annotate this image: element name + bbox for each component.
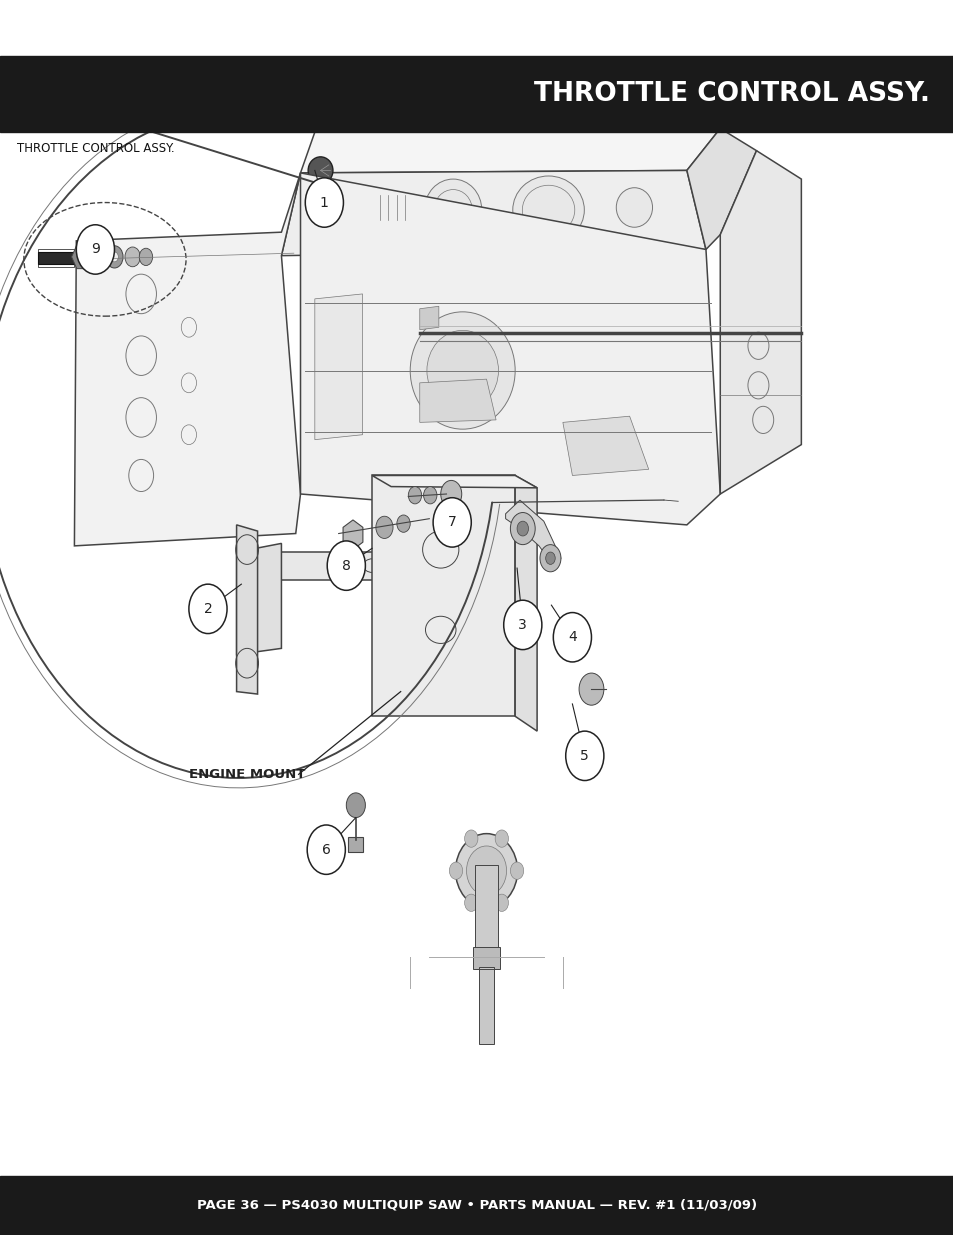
Polygon shape	[372, 475, 515, 716]
Ellipse shape	[466, 846, 506, 895]
Circle shape	[139, 248, 152, 266]
Polygon shape	[236, 525, 257, 694]
Ellipse shape	[90, 247, 105, 267]
Circle shape	[510, 862, 523, 879]
Ellipse shape	[456, 834, 517, 908]
Circle shape	[375, 516, 393, 538]
Circle shape	[396, 515, 410, 532]
Ellipse shape	[308, 157, 333, 184]
Text: 4: 4	[567, 630, 577, 645]
Polygon shape	[419, 306, 438, 330]
Ellipse shape	[512, 175, 583, 245]
Polygon shape	[74, 173, 300, 546]
Circle shape	[495, 830, 508, 847]
Circle shape	[464, 894, 477, 911]
Circle shape	[76, 225, 114, 274]
Text: 1: 1	[319, 195, 329, 210]
Circle shape	[553, 613, 591, 662]
Bar	[372, 198, 410, 217]
Bar	[0, 1176, 953, 1235]
Circle shape	[346, 793, 365, 818]
Text: 6: 6	[321, 842, 331, 857]
Bar	[38, 252, 74, 264]
Circle shape	[433, 498, 471, 547]
Polygon shape	[314, 294, 362, 440]
Text: THROTTLE CONTROL ASSY.: THROTTLE CONTROL ASSY.	[17, 142, 174, 154]
Text: 7: 7	[447, 515, 456, 530]
Text: 9: 9	[91, 242, 100, 257]
Circle shape	[464, 830, 477, 847]
Polygon shape	[686, 128, 756, 249]
Circle shape	[440, 480, 461, 508]
Ellipse shape	[616, 188, 652, 227]
Polygon shape	[515, 475, 537, 731]
Bar	[478, 967, 494, 1044]
Text: THROTTLE CONTROL ASSY.: THROTTLE CONTROL ASSY.	[534, 80, 929, 107]
Bar	[475, 864, 497, 951]
Text: 5: 5	[579, 748, 589, 763]
Circle shape	[510, 513, 535, 545]
Bar	[487, 495, 504, 510]
Circle shape	[305, 178, 343, 227]
Text: ENGINE MOUNT: ENGINE MOUNT	[189, 768, 305, 781]
Circle shape	[738, 190, 768, 230]
Circle shape	[495, 894, 508, 911]
Circle shape	[517, 521, 528, 536]
Ellipse shape	[424, 179, 481, 241]
Circle shape	[125, 247, 140, 267]
Polygon shape	[419, 379, 496, 422]
Polygon shape	[562, 416, 648, 475]
Bar	[0, 56, 953, 132]
Circle shape	[93, 252, 101, 262]
Ellipse shape	[106, 246, 123, 268]
Polygon shape	[281, 170, 705, 256]
Bar	[473, 947, 499, 969]
Circle shape	[423, 487, 436, 504]
Bar	[348, 837, 363, 852]
Text: 2: 2	[203, 601, 213, 616]
Polygon shape	[720, 151, 801, 494]
Circle shape	[578, 673, 603, 705]
Text: PAGE 36 — PS4030 MULTIQUIP SAW • PARTS MANUAL — REV. #1 (11/03/09): PAGE 36 — PS4030 MULTIQUIP SAW • PARTS M…	[196, 1199, 757, 1212]
Polygon shape	[505, 500, 560, 568]
Circle shape	[503, 600, 541, 650]
Circle shape	[449, 862, 462, 879]
Ellipse shape	[427, 330, 497, 410]
Polygon shape	[236, 543, 281, 655]
Circle shape	[111, 252, 118, 262]
Circle shape	[327, 541, 365, 590]
Circle shape	[539, 545, 560, 572]
Circle shape	[307, 825, 345, 874]
Polygon shape	[372, 475, 537, 488]
Circle shape	[545, 552, 555, 564]
Text: 3: 3	[517, 618, 527, 632]
Ellipse shape	[410, 312, 515, 430]
Circle shape	[189, 584, 227, 634]
Circle shape	[408, 487, 421, 504]
Bar	[38, 249, 74, 267]
Polygon shape	[300, 173, 720, 525]
Polygon shape	[300, 128, 720, 173]
Text: 8: 8	[341, 558, 351, 573]
Circle shape	[565, 731, 603, 781]
Polygon shape	[236, 552, 456, 580]
